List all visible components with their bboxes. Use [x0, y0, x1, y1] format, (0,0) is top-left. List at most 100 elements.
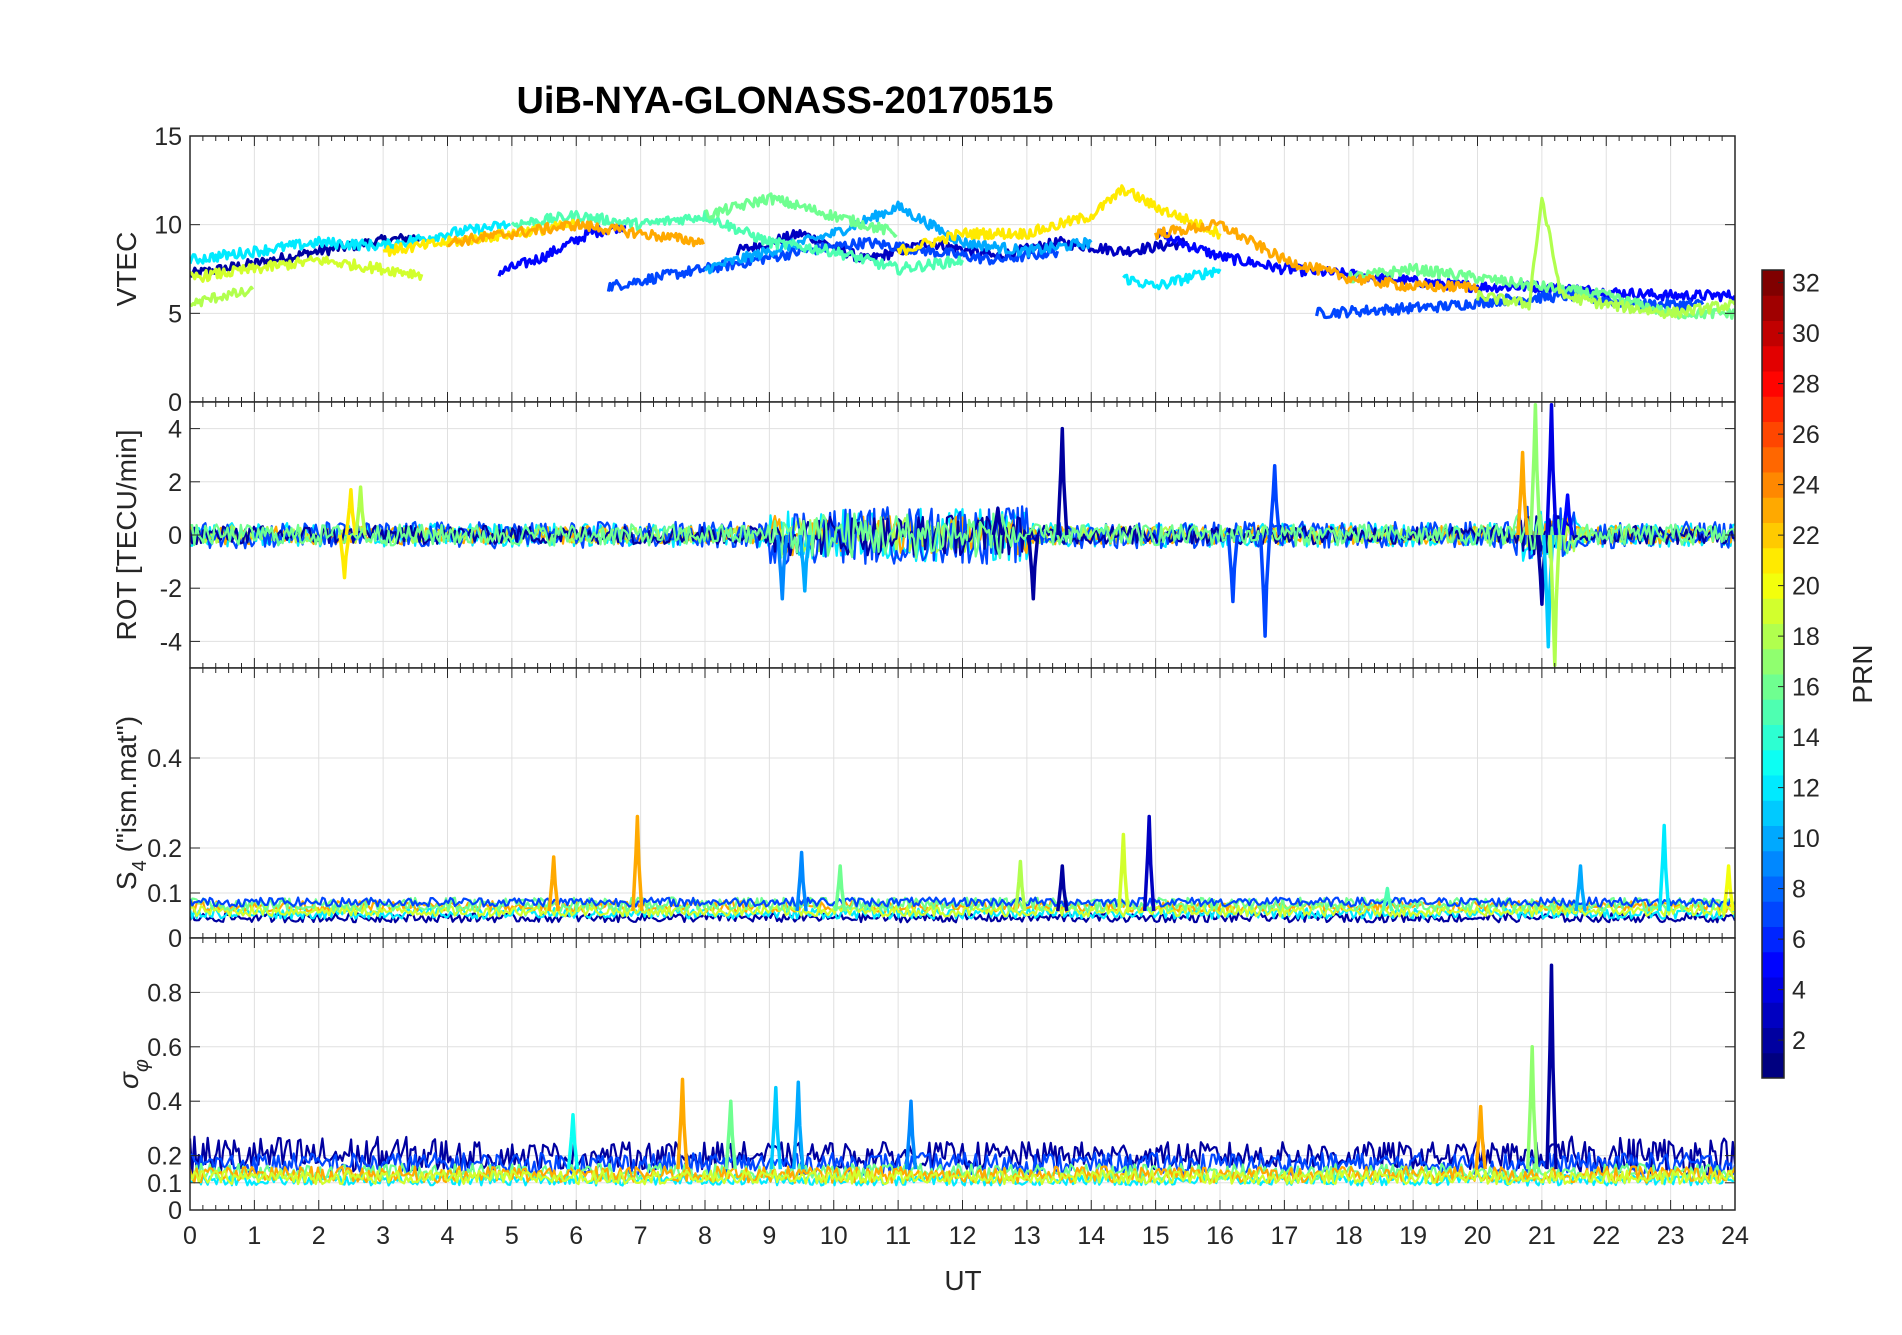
spike-prn-23	[1516, 450, 1529, 536]
colorbar-segment	[1762, 421, 1784, 448]
spike-prn-17	[1525, 1045, 1539, 1170]
colorbar-tick-label: 10	[1792, 825, 1820, 853]
y-axis-label: S4 ("ism.mat")	[111, 716, 151, 890]
spike-prn-21	[344, 488, 358, 536]
spike-prn-13	[566, 1113, 580, 1170]
y-tick-label: 0.1	[147, 880, 182, 908]
trace-prn-10	[703, 200, 1093, 275]
colorbar-segment	[1762, 926, 1784, 953]
colorbar-tick-label: 8	[1792, 876, 1806, 904]
data-layer	[190, 963, 1735, 1187]
data-layer	[190, 402, 1735, 668]
colorbar-segment	[1762, 522, 1784, 549]
spike-prn-7	[1268, 464, 1281, 536]
trace-prn-16	[704, 192, 898, 238]
spike-prn-2	[1027, 534, 1040, 601]
colorbar-segment	[1762, 876, 1784, 902]
spike-prn-7	[1226, 534, 1240, 604]
x-tick-label: 4	[441, 1222, 455, 1250]
colorbar-tick-label: 2	[1792, 1027, 1806, 1055]
colorbar-segment	[1762, 951, 1784, 978]
spike-prn-9	[904, 1099, 918, 1170]
data-layer	[190, 814, 1735, 924]
colorbar-segment	[1762, 573, 1784, 599]
spike-prn-9	[795, 850, 808, 912]
colorbar-tick-label: 14	[1792, 724, 1820, 752]
spike-prn-4	[1545, 402, 1558, 536]
spike-prn-23	[631, 814, 644, 912]
y-tick-label: 0	[168, 389, 182, 417]
colorbar-segment	[1762, 623, 1784, 650]
x-tick-label: 3	[376, 1222, 390, 1250]
colorbar-tick-label: 6	[1792, 926, 1806, 954]
trace-prn-23	[1154, 219, 1480, 294]
spike-prn-15	[1381, 886, 1394, 912]
x-tick-label: 0	[183, 1222, 197, 1250]
trace-prn-7	[190, 896, 1735, 908]
colorbar-segment	[1762, 1052, 1784, 1079]
y-tick-label: 0.4	[147, 745, 182, 773]
x-tick-label: 12	[949, 1222, 977, 1250]
spike-prn-23	[676, 1077, 689, 1170]
trace-prn-2	[190, 233, 423, 278]
x-tick-label: 6	[569, 1222, 583, 1250]
spike-prn-17	[1529, 402, 1542, 536]
colorbar-segment	[1762, 800, 1784, 826]
spike-prn-2	[1056, 864, 1069, 912]
y-tick-label: 0.1	[147, 1170, 182, 1198]
spike-prn-23	[1474, 1104, 1487, 1170]
colorbar-tick-label: 20	[1792, 573, 1820, 601]
colorbar-tick-label: 26	[1792, 421, 1820, 449]
panel-4: 00.10.2 0.4 0.6 0.8 σφ	[113, 937, 1736, 1225]
y-tick-label: 5	[168, 300, 182, 328]
colorbar-segment	[1762, 699, 1784, 725]
x-tick-label: 17	[1270, 1222, 1298, 1250]
y-tick-label: 0	[168, 522, 182, 550]
x-tick-label: 22	[1592, 1222, 1620, 1250]
y-tick-label: 2	[168, 469, 182, 497]
x-tick-label: 20	[1464, 1222, 1492, 1250]
trace-prn-23	[447, 218, 705, 248]
colorbar-segment	[1762, 674, 1784, 700]
spike-prn-18	[354, 485, 367, 536]
y-tick-label: 10	[154, 212, 182, 240]
y-tick-label: -4	[160, 628, 182, 656]
colorbar-tick-label: 12	[1792, 775, 1820, 803]
colorbar-segment	[1762, 598, 1784, 624]
spike-prn-11	[769, 1085, 783, 1170]
spike-prn-2	[1545, 963, 1558, 1170]
trace-prn-18	[190, 285, 255, 308]
x-tick-label: 2	[312, 1222, 326, 1250]
colorbar-segment	[1762, 371, 1784, 397]
colorbar-segment	[1762, 724, 1784, 751]
spike-prn-10	[792, 1080, 805, 1170]
colorbar-segment	[1762, 825, 1784, 852]
y-tick-label: 0.8	[147, 979, 182, 1007]
colorbar-tick-label: 32	[1792, 270, 1820, 298]
y-tick-label: 0.2	[147, 835, 182, 863]
trace-prn-19	[190, 255, 424, 283]
x-tick-label: 16	[1206, 1222, 1234, 1250]
colorbar-segment	[1762, 345, 1784, 372]
x-tick-label: 15	[1142, 1222, 1170, 1250]
y-tick-label: 0	[168, 1197, 182, 1225]
spike-prn-16	[833, 864, 847, 912]
trace-prn-21	[896, 184, 1222, 256]
colorbar-segment	[1762, 497, 1784, 523]
colorbar-segment	[1762, 901, 1784, 927]
colorbar-frame	[1761, 269, 1785, 1079]
y-tick-label: 0.6	[147, 1034, 182, 1062]
trace-prn-15	[510, 209, 964, 276]
colorbar-segment	[1762, 850, 1784, 877]
trace-prn-12	[190, 220, 512, 265]
x-tick-label: 21	[1528, 1222, 1556, 1250]
colorbar-segment	[1762, 648, 1784, 675]
colorbar-segment	[1762, 446, 1784, 473]
trace-prn-7	[606, 236, 1060, 292]
x-tick-label: 9	[762, 1222, 776, 1250]
y-tick-label: 15	[154, 123, 182, 151]
colorbar-segment	[1762, 775, 1784, 801]
spike-prn-2	[1056, 426, 1069, 536]
